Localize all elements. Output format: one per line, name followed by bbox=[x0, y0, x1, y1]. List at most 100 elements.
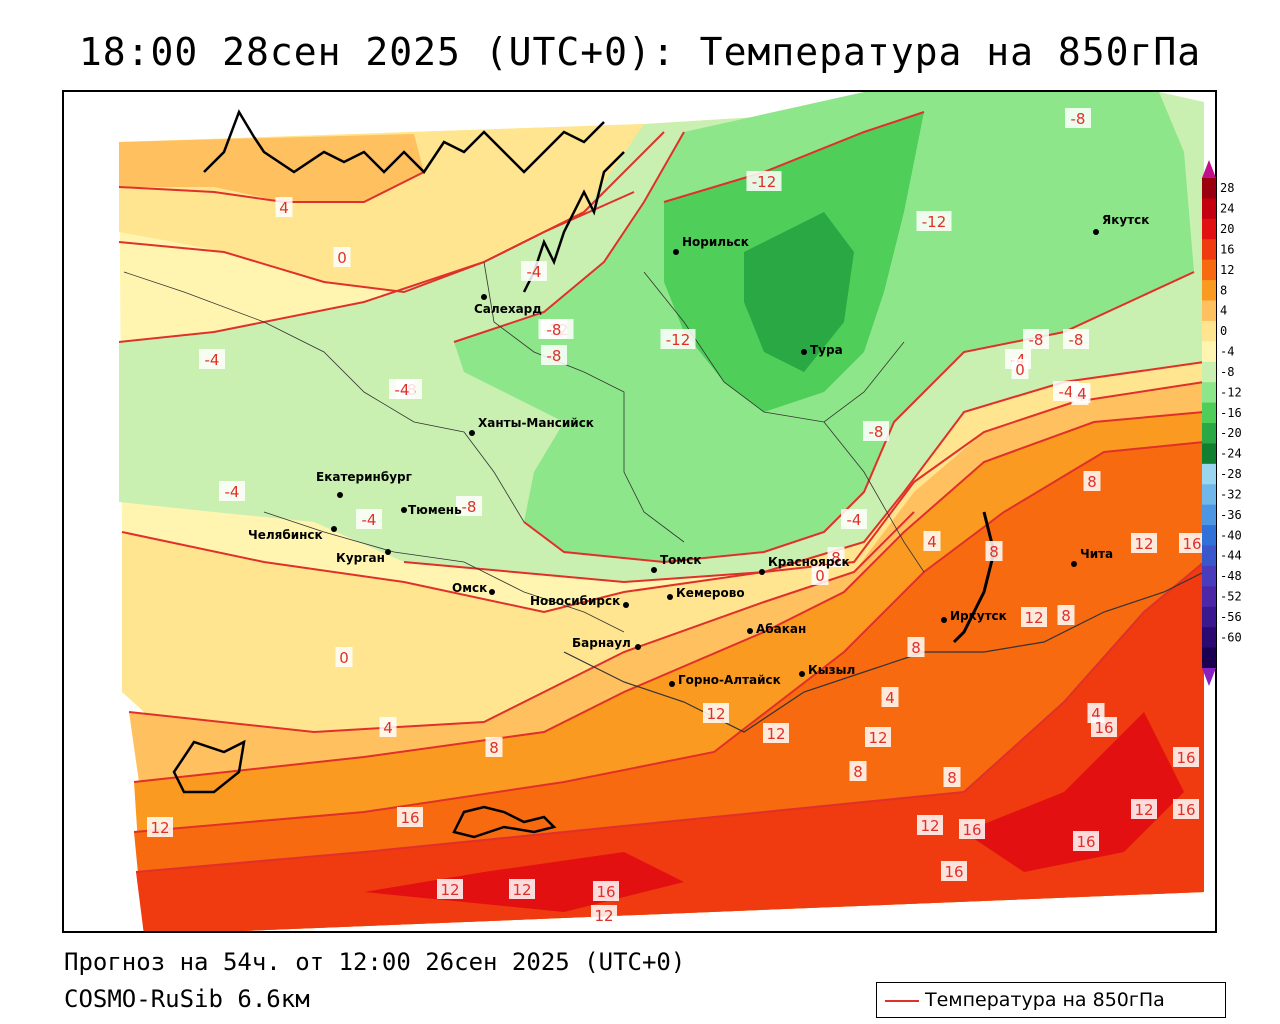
colorbar-segment bbox=[1202, 606, 1216, 628]
isotherm-4-south bbox=[128, 511, 915, 734]
balkhash-lake bbox=[452, 805, 557, 839]
svg-text:12: 12 bbox=[440, 881, 459, 899]
colorbar-segment bbox=[1202, 545, 1216, 567]
colorbar-segment bbox=[1202, 402, 1216, 424]
isotherm-label: 12 bbox=[1131, 533, 1157, 553]
city-11: Новосибирск bbox=[530, 594, 629, 608]
svg-text:-12: -12 bbox=[666, 331, 691, 349]
colorbar-tick-label: -8 bbox=[1220, 365, 1234, 379]
colorbar-segment bbox=[1202, 382, 1216, 404]
isotherm-label: -4 bbox=[841, 509, 867, 529]
isotherm-label: 8 bbox=[485, 737, 503, 757]
isotherm-label: 4 bbox=[379, 717, 397, 737]
isotherm-label: 8 bbox=[849, 761, 867, 781]
city-label: Красноярск bbox=[768, 555, 850, 569]
isotherm-label: -8 bbox=[541, 319, 567, 339]
isotherm-8 bbox=[133, 411, 1205, 783]
isotherm-label: 0 bbox=[1011, 359, 1029, 379]
isotherm-label: 16 bbox=[397, 807, 423, 827]
city-marker bbox=[747, 628, 753, 634]
isotherm-label: 0 bbox=[811, 565, 829, 585]
colorbar-segment bbox=[1202, 239, 1216, 261]
city-1: Норильск bbox=[673, 235, 749, 255]
svg-text:8: 8 bbox=[1087, 473, 1097, 491]
model-name: COSMO-RuSib 6.6км bbox=[64, 985, 310, 1013]
city-marker bbox=[1093, 229, 1099, 235]
svg-text:12: 12 bbox=[1134, 535, 1153, 553]
city-marker bbox=[669, 681, 675, 687]
city-label: Омск bbox=[452, 581, 487, 595]
colorbar-tick-label: -44 bbox=[1220, 549, 1242, 563]
colorbar: 28 24 20 16 12 8 4 0 -4 -8 -12 -16 -20 -24 -28 -32 -36 -4… bbox=[1202, 160, 1242, 686]
isotherm-label: 0 bbox=[335, 647, 353, 667]
colorbar-segment bbox=[1202, 178, 1216, 199]
svg-text:-4: -4 bbox=[205, 351, 220, 369]
colorbar-tick-label: -24 bbox=[1220, 447, 1242, 461]
temperature-map-svg: 40-4-8-12-8-12-8-8-4-4-8-12-12-8-40-4448… bbox=[118, 92, 1205, 931]
svg-text:-8: -8 bbox=[1071, 110, 1086, 128]
isotherm-label: 16 bbox=[1073, 831, 1099, 851]
city-label: Курган bbox=[336, 551, 385, 565]
city-label: Тюмень bbox=[408, 503, 462, 517]
isotherm-label: 12 bbox=[147, 817, 173, 837]
city-5: Ханты-Мансийск bbox=[469, 416, 594, 436]
coastline-yamal bbox=[522, 151, 625, 293]
svg-text:0: 0 bbox=[1015, 361, 1025, 379]
isotherm-label: -8 bbox=[1065, 108, 1091, 128]
isotherm-label: 12 bbox=[703, 703, 729, 723]
city-label: Иркутск bbox=[950, 609, 1007, 623]
city-marker bbox=[623, 602, 629, 608]
city-label: Абакан bbox=[756, 622, 806, 636]
isotherm-label: -8 bbox=[1023, 329, 1049, 349]
svg-text:12: 12 bbox=[920, 817, 939, 835]
city-17: Горно-Алтайск bbox=[669, 673, 781, 687]
isotherm-label: 12 bbox=[1021, 607, 1047, 627]
black-sea-coast bbox=[172, 739, 246, 794]
city-label: Чита bbox=[1080, 547, 1113, 561]
city-15: Абакан bbox=[747, 622, 806, 636]
isotherm-label: -8 bbox=[1063, 329, 1089, 349]
colorbar-tick-label: -56 bbox=[1220, 610, 1242, 624]
svg-text:16: 16 bbox=[962, 821, 981, 839]
colorbar-segment bbox=[1202, 423, 1216, 444]
svg-text:-8: -8 bbox=[869, 423, 884, 441]
isotherm-label: 16 bbox=[1179, 533, 1205, 553]
svg-text:8: 8 bbox=[911, 639, 921, 657]
svg-text:-4: -4 bbox=[527, 263, 542, 281]
city-marker bbox=[801, 349, 807, 355]
svg-text:12: 12 bbox=[706, 705, 725, 723]
isotherm-label: -4 bbox=[389, 379, 415, 399]
city-marker bbox=[481, 294, 487, 300]
zone-cold4 bbox=[744, 212, 854, 372]
colorbar-tick-label: 24 bbox=[1220, 202, 1234, 216]
svg-text:4: 4 bbox=[1091, 705, 1101, 723]
city-13: Кемерово bbox=[667, 586, 745, 600]
isotherm-label: 16 bbox=[1091, 717, 1117, 737]
colorbar-tick-label: -12 bbox=[1220, 385, 1242, 399]
svg-text:-8: -8 bbox=[547, 347, 562, 365]
colorbar-tick-label: -20 bbox=[1220, 426, 1242, 440]
isotherm-label: 4 bbox=[881, 687, 899, 707]
isotherm-label: 8 bbox=[827, 547, 845, 567]
isotherm-label: -4 bbox=[356, 509, 382, 529]
colorbar-segment bbox=[1202, 504, 1216, 526]
svg-text:8: 8 bbox=[831, 549, 841, 567]
colorbar-segment bbox=[1202, 627, 1216, 649]
coastline-north bbox=[203, 109, 605, 174]
isotherm-label: -4 bbox=[521, 261, 547, 281]
svg-text:0: 0 bbox=[339, 649, 349, 667]
svg-text:12: 12 bbox=[594, 907, 613, 925]
isotherm-label: -8 bbox=[541, 345, 567, 365]
isotherm-label: 4 bbox=[1073, 383, 1091, 403]
svg-text:12: 12 bbox=[150, 819, 169, 837]
temperature-map: 40-4-8-12-8-12-8-8-4-4-8-12-12-8-40-4448… bbox=[62, 90, 1217, 933]
svg-text:-12: -12 bbox=[752, 173, 777, 191]
colorbar-segment bbox=[1202, 463, 1216, 485]
svg-text:12: 12 bbox=[868, 729, 887, 747]
city-12: Томск bbox=[651, 553, 702, 573]
city-marker bbox=[635, 644, 641, 650]
city-label: Норильск bbox=[682, 235, 749, 249]
forecast-info: Прогноз на 54ч. от 12:00 26сен 2025 (UTC… bbox=[64, 948, 686, 976]
isotherm-label: 16 bbox=[959, 819, 985, 839]
zone-warm-north-edge bbox=[119, 134, 424, 202]
